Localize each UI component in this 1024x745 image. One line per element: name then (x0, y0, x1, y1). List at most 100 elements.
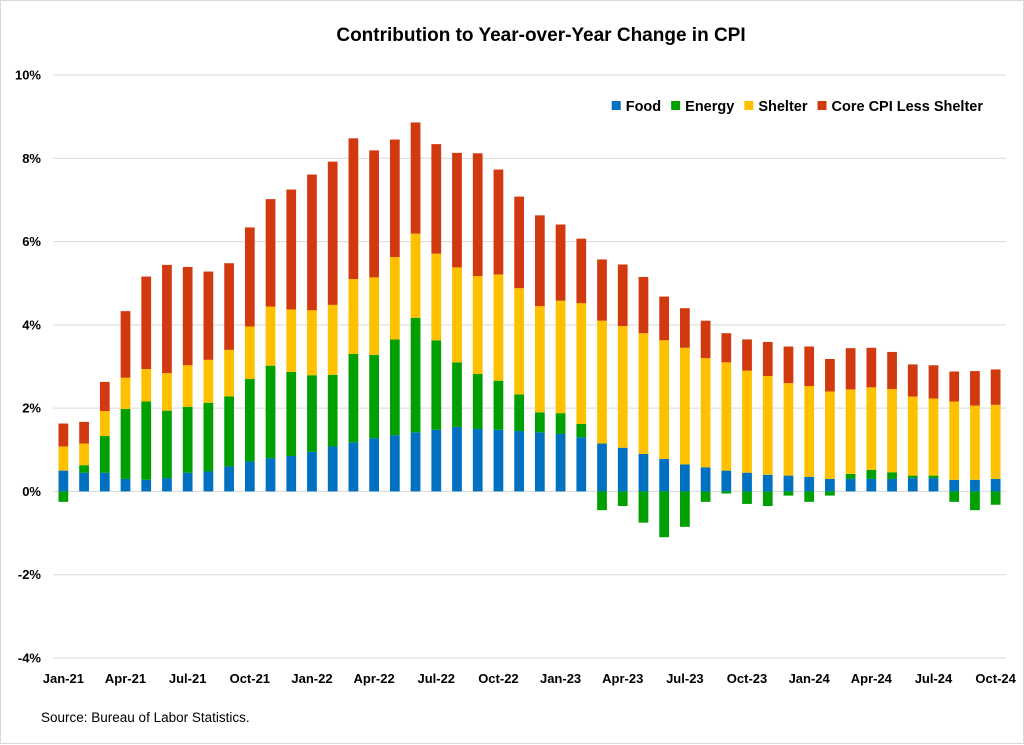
bar-segment-shelter (286, 309, 297, 372)
bar-segment-core-cpi-less-shelter (203, 271, 214, 360)
bar-segment-food (79, 472, 89, 492)
bar-segment-shelter (887, 388, 897, 473)
bar-segment-food (265, 458, 276, 492)
bar-segment-food (949, 479, 960, 492)
bar-segment-food (327, 446, 338, 492)
bar-segment-energy (887, 472, 897, 479)
bar-segment-core-cpi-less-shelter (493, 169, 504, 275)
x-tick-label: Jul-24 (915, 671, 953, 686)
bar-segment-energy (928, 475, 939, 479)
bar-segment-energy (265, 365, 276, 459)
bar-segment-food (534, 432, 545, 492)
bar-segment-core-cpi-less-shelter (887, 351, 897, 389)
bar-segment-food (866, 478, 877, 492)
bar-segment-energy (493, 380, 504, 430)
bar-segment-core-cpi-less-shelter (224, 263, 234, 350)
bar-segment-energy (949, 491, 960, 502)
bar-segment-energy (307, 375, 317, 452)
bar-segment-energy (410, 317, 421, 433)
y-tick-label: -4% (18, 651, 42, 666)
bar-segment-energy (369, 354, 379, 439)
bar-segment-food (369, 438, 379, 492)
bar-segment-shelter (555, 300, 566, 414)
bar-segment-food (638, 453, 649, 492)
bar-segment-core-cpi-less-shelter (783, 346, 794, 384)
x-tick-label: Oct-23 (727, 671, 767, 686)
bar-segment-core-cpi-less-shelter (244, 227, 255, 327)
bar-segment-core-cpi-less-shelter (534, 215, 545, 307)
bar-segment-energy (244, 378, 255, 462)
bar-segment-core-cpi-less-shelter (907, 364, 918, 397)
bar-segment-food (617, 447, 628, 492)
bar-segment-core-cpi-less-shelter (472, 153, 483, 277)
bar-segment-shelter (597, 320, 607, 444)
bar-segment-core-cpi-less-shelter (804, 346, 815, 387)
bar-segment-core-cpi-less-shelter (141, 276, 152, 369)
bar-segment-food (307, 451, 317, 492)
x-tick-label: Jul-23 (666, 671, 704, 686)
bar-segment-food (224, 466, 234, 492)
bar-segment-core-cpi-less-shelter (555, 224, 566, 301)
bar-segment-shelter (742, 370, 752, 473)
bar-segment-shelter (389, 256, 400, 340)
bar-segment-shelter (182, 365, 193, 407)
bar-segment-core-cpi-less-shelter (79, 421, 89, 444)
bar-segment-core-cpi-less-shelter (410, 122, 421, 234)
bar-segment-shelter (659, 340, 670, 459)
y-axis-tick-labels: -4% -2% 0% 2% 4% 6% 8% 10% (15, 68, 41, 666)
bar-segment-energy (638, 491, 649, 523)
y-tick-label: 8% (22, 151, 41, 166)
bar-segment-food (472, 428, 483, 492)
bar-segment-energy (327, 374, 338, 447)
legend-swatch-core-cpi-less-shelter (817, 101, 827, 110)
bar-segment-energy (990, 491, 1001, 505)
bar-segment-shelter (576, 303, 587, 424)
bar-segment-core-cpi-less-shelter (845, 348, 856, 390)
bar-segment-food (431, 429, 442, 492)
bar-segment-shelter (79, 443, 89, 466)
bar-segment-core-cpi-less-shelter (265, 199, 276, 307)
x-tick-label: Apr-22 (354, 671, 395, 686)
x-tick-label: Oct-24 (975, 671, 1016, 686)
bar-segment-food (348, 442, 359, 492)
bar-segment-shelter (224, 349, 234, 397)
x-tick-label: Jan-21 (43, 671, 84, 686)
bar-segment-energy (700, 491, 711, 502)
bar-segment-energy (472, 374, 483, 429)
bar-segment-shelter (762, 376, 773, 475)
bar-segment-energy (825, 491, 835, 496)
bar-segment-energy (866, 469, 877, 479)
bar-segment-shelter (99, 411, 110, 437)
bar-segment-energy (659, 491, 670, 538)
bar-segment-core-cpi-less-shelter (638, 276, 649, 334)
bar-segment-energy (617, 491, 628, 506)
bar-segment-energy (452, 362, 462, 427)
legend-swatch-food (611, 101, 621, 110)
x-axis-tick-labels: Jan-21 Apr-21 Jul-21 Oct-21 Jan-22 Apr-22 Jul-… (43, 671, 1017, 686)
x-tick-label: Apr-24 (851, 671, 893, 686)
bar-segment-core-cpi-less-shelter (742, 339, 752, 371)
bar-segment-food (493, 429, 504, 492)
bar-segment-core-cpi-less-shelter (182, 266, 193, 366)
bar-segment-shelter (514, 288, 525, 395)
x-tick-label: Jan-22 (291, 671, 332, 686)
bar-segment-shelter (58, 446, 69, 471)
bar-segment-food (907, 478, 918, 492)
legend: Food Energy Shelter Core CPI Less Shelter (611, 99, 983, 115)
bar-segment-shelter (493, 274, 504, 381)
bar-segment-food (762, 474, 773, 492)
bar-segment-shelter (700, 358, 711, 468)
bar-segment-food (162, 478, 172, 492)
y-tick-label: 2% (22, 401, 41, 416)
bar-segment-shelter (203, 359, 214, 403)
bar-segment-energy (224, 396, 234, 467)
bar-segment-shelter (617, 326, 628, 448)
bar-segment-core-cpi-less-shelter (286, 189, 297, 310)
x-tick-label: Oct-21 (230, 671, 270, 686)
bar-segment-core-cpi-less-shelter (99, 381, 110, 412)
bar-segment-food (58, 470, 69, 492)
x-tick-label: Jan-23 (540, 671, 581, 686)
bar-segment-core-cpi-less-shelter (680, 308, 690, 348)
bar-segment-core-cpi-less-shelter (990, 369, 1001, 405)
